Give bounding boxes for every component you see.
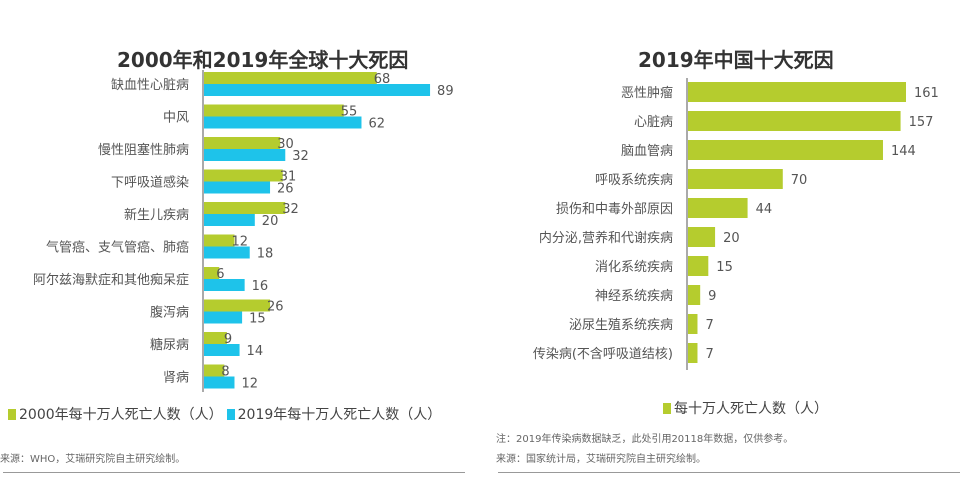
- data-label: 68: [374, 72, 391, 87]
- data-label: 32: [282, 202, 299, 217]
- bar-2000: [204, 202, 286, 214]
- category-label: 损伤和中毒外部原因: [556, 202, 673, 217]
- category-label: 肾病: [163, 371, 189, 386]
- bar-2019: [204, 84, 431, 96]
- legend-label-2000: 2000年每十万人死亡人数（人）: [19, 407, 223, 423]
- left-divider: [3, 472, 465, 473]
- bar-2000: [204, 332, 227, 344]
- bar-2000: [204, 299, 271, 312]
- right-chart-title: 2019年中国十大死因: [638, 48, 834, 72]
- data-label: 12: [231, 235, 248, 250]
- right-source: 来源：国家统计局，艾瑞研究院自主研究绘制。: [496, 454, 706, 465]
- data-label: 31: [280, 170, 297, 185]
- legend-left: 2000年每十万人死亡人数（人） 2019年每十万人死亡人数（人）: [8, 404, 441, 424]
- data-label: 6: [216, 267, 224, 282]
- category-label: 新生儿疾病: [124, 207, 189, 223]
- data-label: 32: [292, 149, 309, 164]
- bar-2000: [204, 267, 220, 279]
- data-label: 18: [257, 247, 274, 262]
- bar-2019: [204, 279, 245, 291]
- bar-china: [688, 256, 709, 276]
- category-label: 脑血管病: [621, 144, 673, 159]
- left-chart-title: 2000年和2019年全球十大死因: [117, 48, 409, 72]
- bar-2000: [204, 137, 281, 149]
- data-label: 7: [705, 347, 713, 362]
- bar-2000: [204, 104, 344, 117]
- category-label: 糖尿病: [150, 337, 189, 353]
- category-label: 缺血性心脏病: [111, 78, 189, 93]
- category-label: 腹泻病: [150, 305, 189, 321]
- legend-swatch-2000: [8, 408, 16, 420]
- category-label: 内分泌,营养和代谢疾病: [539, 230, 673, 246]
- data-label: 20: [723, 231, 740, 246]
- data-label: 26: [277, 182, 294, 197]
- category-label: 心脏病: [634, 115, 673, 130]
- bar-china: [688, 140, 883, 160]
- bar-2000: [204, 364, 225, 377]
- bar-2000: [204, 234, 235, 247]
- bar-2000: [204, 72, 377, 84]
- bar-china: [688, 314, 698, 334]
- data-label: 8: [221, 365, 229, 380]
- left-source: 来源：WHO，艾瑞研究院自主研究绘制。: [0, 454, 186, 465]
- data-label: 9: [708, 289, 716, 304]
- data-label: 15: [249, 312, 266, 327]
- data-label: 12: [241, 377, 258, 392]
- data-label: 16: [252, 279, 269, 294]
- data-label: 161: [914, 86, 939, 101]
- bar-2019: [204, 246, 250, 259]
- data-label: 70: [791, 173, 808, 188]
- legend-swatch-2019: [226, 408, 235, 420]
- category-label: 呼吸系统疾病: [595, 173, 673, 188]
- category-label: 中风: [163, 111, 189, 126]
- data-label: 30: [277, 137, 294, 152]
- category-label: 传染病(不含呼吸道结核): [533, 346, 673, 362]
- bar-china: [688, 343, 698, 363]
- data-label: 14: [247, 344, 264, 359]
- category-label: 神经系统疾病: [595, 289, 673, 304]
- bar-china: [688, 227, 716, 247]
- bar-2019: [204, 149, 286, 161]
- data-label: 44: [756, 202, 773, 217]
- category-label: 下呼吸道感染: [111, 175, 189, 191]
- bar-china: [688, 111, 901, 131]
- data-label: 55: [341, 105, 358, 120]
- data-label: 144: [891, 144, 916, 159]
- category-label: 气管癌、支气管癌、肺癌: [46, 240, 189, 256]
- category-label: 消化系统疾病: [595, 260, 673, 275]
- bar-2019: [204, 214, 255, 226]
- category-label: 阿尔兹海默症和其他痴呆症: [33, 272, 189, 288]
- right-note: 注：2019年传染病数据缺乏，此处引用20118年数据，仅供参考。: [496, 434, 794, 445]
- legend-swatch-china: [663, 402, 671, 414]
- data-label: 157: [909, 115, 934, 130]
- bar-china: [688, 169, 783, 189]
- data-label: 26: [267, 300, 284, 315]
- data-label: 15: [716, 260, 733, 275]
- legend-right: 每十万人死亡人数（人）: [663, 398, 828, 418]
- data-label: 7: [705, 318, 713, 333]
- data-label: 20: [262, 214, 279, 229]
- category-label: 慢性阻塞性肺病: [98, 142, 189, 158]
- data-label: 9: [224, 332, 232, 347]
- legend-label-china: 每十万人死亡人数（人）: [674, 401, 828, 417]
- category-label: 泌尿生殖系统疾病: [569, 317, 673, 333]
- bar-china: [688, 285, 701, 305]
- bar-china: [688, 82, 906, 102]
- bar-2019: [204, 311, 243, 324]
- bar-2000: [204, 169, 283, 182]
- data-label: 89: [437, 84, 454, 99]
- bar-china: [688, 198, 748, 218]
- bar-2019: [204, 344, 240, 356]
- legend-label-2019: 2019年每十万人死亡人数（人）: [237, 407, 442, 423]
- data-label: 62: [368, 117, 385, 132]
- right-divider: [498, 472, 960, 473]
- category-label: 恶性肿瘤: [621, 85, 673, 101]
- bar-2019: [204, 116, 362, 129]
- bar-2019: [204, 376, 235, 389]
- bar-2019: [204, 181, 271, 194]
